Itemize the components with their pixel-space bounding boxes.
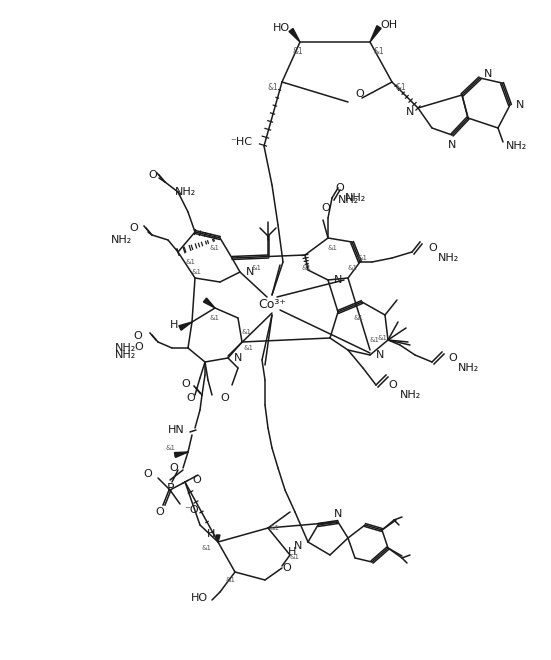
Polygon shape: [289, 28, 300, 42]
Text: N: N: [234, 353, 242, 363]
Text: O: O: [448, 353, 457, 363]
Text: NH₂: NH₂: [345, 193, 366, 203]
Text: H: H: [288, 547, 296, 557]
Text: NH₂: NH₂: [338, 195, 359, 205]
Text: ⁻HC: ⁻HC: [230, 137, 252, 147]
Text: O: O: [181, 379, 190, 389]
Text: O: O: [335, 183, 344, 193]
Text: H: H: [170, 320, 178, 330]
Text: O: O: [321, 203, 330, 213]
Text: NH₂: NH₂: [115, 350, 136, 360]
Polygon shape: [203, 298, 215, 308]
Text: N: N: [246, 267, 255, 277]
Text: O: O: [220, 393, 229, 403]
Text: HO: HO: [273, 23, 290, 33]
Text: O: O: [133, 331, 142, 341]
Text: &1: &1: [242, 329, 252, 335]
Text: N: N: [376, 350, 385, 360]
Text: O: O: [129, 223, 138, 233]
Text: NH₂: NH₂: [115, 343, 136, 353]
Text: &1: &1: [302, 265, 312, 271]
Text: &1: &1: [370, 337, 380, 343]
Polygon shape: [175, 452, 188, 457]
Text: &1: &1: [202, 545, 212, 551]
Text: O: O: [169, 463, 178, 473]
Text: O: O: [192, 475, 201, 485]
Text: O: O: [388, 380, 397, 390]
Text: O: O: [143, 469, 152, 479]
Text: &1: &1: [243, 345, 253, 351]
Text: NH₂: NH₂: [175, 187, 196, 197]
Text: NH₂: NH₂: [438, 253, 459, 263]
Text: HN: HN: [168, 425, 185, 435]
Text: O: O: [282, 563, 291, 573]
Text: N: N: [448, 140, 456, 150]
Text: Co³⁺: Co³⁺: [258, 298, 286, 312]
Text: &1: &1: [292, 48, 303, 57]
Text: &1: &1: [210, 245, 220, 251]
Text: N: N: [334, 509, 342, 519]
Text: &1: &1: [328, 245, 338, 251]
Text: NH₂: NH₂: [458, 363, 479, 373]
Text: &1: &1: [210, 315, 220, 321]
Polygon shape: [216, 535, 220, 542]
Text: &1: &1: [353, 315, 363, 321]
Text: O: O: [155, 507, 164, 517]
Text: N: N: [294, 541, 302, 551]
Text: HO: HO: [191, 593, 208, 603]
Text: O: O: [355, 89, 364, 99]
Text: &1: &1: [270, 525, 280, 531]
Text: &1: &1: [290, 554, 300, 560]
Polygon shape: [370, 26, 381, 42]
Text: &1: &1: [225, 577, 235, 583]
Text: N: N: [333, 275, 342, 285]
Text: NH₂: NH₂: [111, 235, 132, 245]
Text: P: P: [166, 482, 174, 494]
Text: &1: &1: [192, 269, 202, 275]
Text: &1: &1: [378, 335, 388, 341]
Text: N: N: [484, 69, 493, 79]
Text: &1: &1: [347, 265, 357, 271]
Text: NH₂: NH₂: [506, 141, 527, 151]
Text: O: O: [428, 243, 437, 253]
Text: &1: &1: [252, 265, 262, 271]
Text: ⁻O: ⁻O: [184, 505, 198, 515]
Text: OH: OH: [380, 20, 397, 30]
Text: &1: &1: [165, 445, 175, 451]
Polygon shape: [179, 322, 192, 330]
Text: O: O: [186, 393, 195, 403]
Text: N: N: [406, 107, 414, 117]
Text: &1: &1: [186, 259, 196, 265]
Text: O: O: [134, 342, 143, 352]
Text: &1: &1: [373, 48, 383, 57]
Text: O: O: [148, 170, 157, 180]
Text: &1: &1: [395, 84, 406, 92]
Text: NH₂: NH₂: [400, 390, 422, 400]
Text: &1: &1: [267, 84, 278, 92]
Text: H: H: [207, 529, 215, 539]
Text: &1: &1: [358, 255, 368, 261]
Text: N: N: [516, 100, 525, 110]
